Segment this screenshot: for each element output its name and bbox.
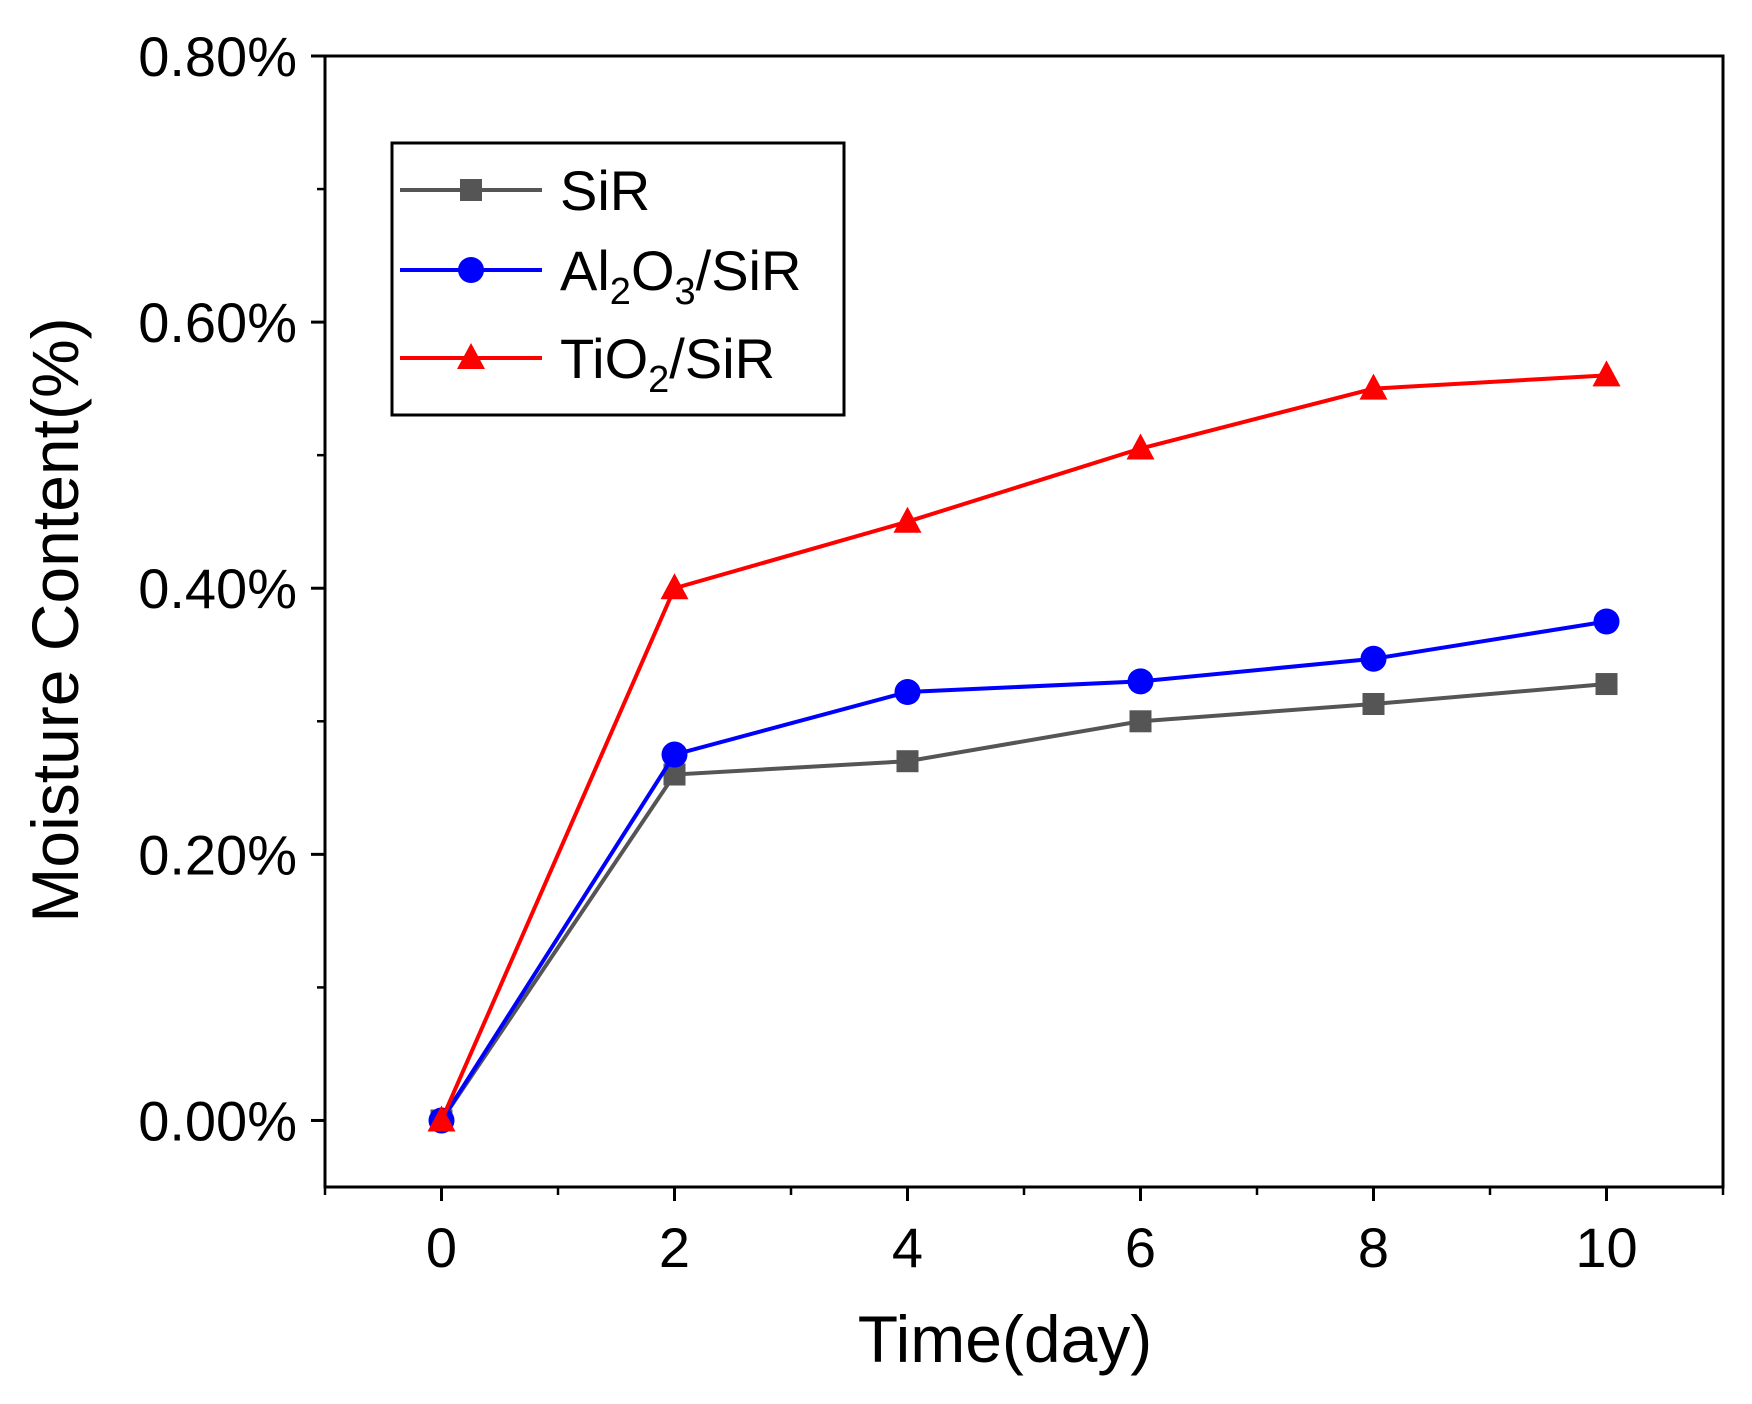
series-layer xyxy=(427,360,1621,1134)
y-tick-label: 0.60% xyxy=(138,291,297,354)
data-point-sir xyxy=(896,750,919,773)
y-tick-label: 0.00% xyxy=(138,1089,297,1152)
legend-label-al2o3-sir: Al2O3/SiR xyxy=(560,239,801,313)
data-point-tio2-sir xyxy=(893,506,922,533)
data-point-tio2-sir xyxy=(1359,373,1388,400)
data-point-sir xyxy=(1129,710,1152,733)
data-point-al2o3-sir xyxy=(1127,668,1154,695)
x-tick-label: 4 xyxy=(892,1216,923,1279)
legend-marker-al2o3-sir xyxy=(458,257,484,283)
legend-marker-sir xyxy=(460,179,482,201)
data-point-sir xyxy=(1362,692,1385,715)
data-point-tio2-sir xyxy=(1592,360,1621,387)
data-point-tio2-sir xyxy=(427,1105,456,1132)
series-line-sir xyxy=(439,682,1607,1122)
series-line-tio2-sir xyxy=(439,373,1607,1122)
data-point-tio2-sir xyxy=(1126,433,1155,460)
data-point-sir xyxy=(663,763,686,786)
y-tick-label: 0.80% xyxy=(138,25,297,88)
legend: SiR Al2O3/SiR TiO2/SiR xyxy=(390,141,846,417)
x-tick-label: 0 xyxy=(426,1216,457,1279)
data-point-al2o3-sir xyxy=(661,741,688,768)
x-tick-label: 6 xyxy=(1125,1216,1156,1279)
x-tick-label: 2 xyxy=(659,1216,690,1279)
data-point-al2o3-sir xyxy=(1360,645,1387,672)
legend-label-sir: SiR xyxy=(560,159,650,222)
x-axis-ticks: 0 2 4 6 8 10 xyxy=(323,1187,1725,1279)
data-point-sir xyxy=(1595,673,1618,696)
data-point-tio2-sir xyxy=(660,573,689,600)
series-line-al2o3-sir xyxy=(439,619,1607,1122)
y-tick-label: 0.40% xyxy=(138,557,297,620)
y-tick-label: 0.20% xyxy=(138,823,297,886)
x-tick-label: 8 xyxy=(1358,1216,1389,1279)
y-axis-title: Moisture Content(%) xyxy=(18,317,92,922)
data-point-al2o3-sir xyxy=(894,679,921,706)
y-axis-ticks: 0.00% 0.20% 0.40% 0.60% 0.80% xyxy=(138,25,325,1152)
x-axis-title: Time(day) xyxy=(858,1302,1153,1376)
x-tick-label: 10 xyxy=(1575,1216,1637,1279)
data-point-al2o3-sir xyxy=(1593,608,1620,635)
legend-label-tio2-sir: TiO2/SiR xyxy=(560,327,775,401)
legend-marker-tio2-sir xyxy=(457,343,485,369)
